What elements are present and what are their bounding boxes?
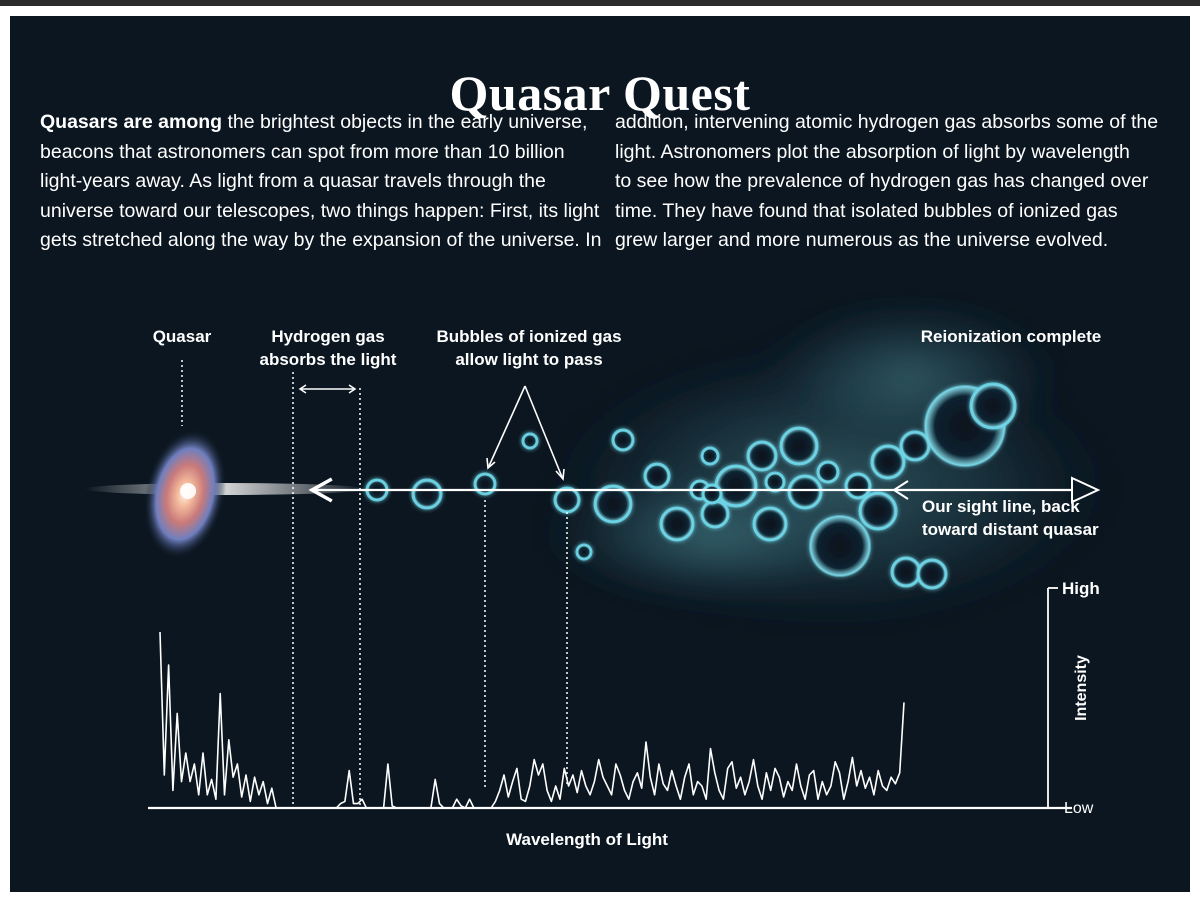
bubble xyxy=(899,430,931,462)
bubble xyxy=(575,543,593,561)
bubble xyxy=(701,483,723,505)
bubbles-label-line1: Bubbles of ionized gas xyxy=(436,327,621,346)
intro-left-line-5: gets stretched along the way by the expa… xyxy=(40,229,602,251)
intro-left-line-1: Quasars are among the brightest objects … xyxy=(40,108,600,138)
bubble xyxy=(809,515,871,577)
infographic-panel: Quasar Hydrogen gas absorbs the light Bu… xyxy=(10,16,1190,892)
page-title: Quasar Quest xyxy=(449,64,751,121)
bubble xyxy=(870,444,906,480)
bubble xyxy=(764,471,786,493)
quasar-label: Quasar xyxy=(153,327,212,346)
y-axis-label: Intensity xyxy=(1073,655,1090,721)
intro-column-left: Quasars are among the brightest objects … xyxy=(40,108,602,256)
bubble xyxy=(858,491,898,531)
intro-left-line-1-rest: the brightest objects in the early unive… xyxy=(222,111,588,133)
top-border xyxy=(0,0,1200,6)
sightline-label-line1: Our sight line, back xyxy=(922,497,1080,516)
bubbles-label-line2: allow light to pass xyxy=(455,350,602,369)
x-axis-label: Wavelength of Light xyxy=(506,830,668,849)
bubble xyxy=(844,472,872,500)
bubble xyxy=(611,428,635,452)
y-bottom-label: Low xyxy=(1064,800,1094,817)
intro-left-line-3: light-years away. As light from a quasar… xyxy=(40,170,546,192)
bubble xyxy=(553,486,581,514)
intro-right-line-5: grew larger and more numerous as the uni… xyxy=(615,229,1109,251)
guide-lines xyxy=(181,360,568,806)
intro-right-line-1: addition, intervening atomic hydrogen ga… xyxy=(615,111,1159,133)
bubble xyxy=(890,556,922,588)
bubble xyxy=(969,382,1017,430)
bubble xyxy=(787,474,823,510)
bubble xyxy=(700,499,730,529)
bubble xyxy=(714,464,758,508)
bubble xyxy=(659,506,695,542)
spectrum-chart: High Low Intensity Wavelength of Light xyxy=(148,579,1100,849)
bubble xyxy=(593,484,633,524)
bubble xyxy=(779,426,819,466)
sightline-label-line2: toward distant quasar xyxy=(922,520,1099,539)
spectrum-line xyxy=(159,631,905,809)
bubble xyxy=(816,460,840,484)
sight-line xyxy=(308,476,1101,504)
bubble xyxy=(411,478,443,510)
diagram: Quasar Hydrogen gas absorbs the light Bu… xyxy=(85,296,1130,849)
bubble xyxy=(916,558,948,590)
intro-left-line-2: beacons that astronomers can spot from m… xyxy=(40,140,565,163)
quasar-galaxy xyxy=(85,428,365,560)
intensity-axis xyxy=(1047,587,1058,809)
intro-right-line-4: time. They have found that isolated bubb… xyxy=(615,199,1118,222)
y-top-label: High xyxy=(1062,579,1100,598)
bubble xyxy=(700,446,720,466)
hydrogen-label-line1: Hydrogen gas xyxy=(271,327,384,346)
intro-column-right: addition, intervening atomic hydrogen ga… xyxy=(615,108,1175,256)
intro-lead: Quasars are among xyxy=(40,111,223,133)
bubble xyxy=(643,462,671,490)
bubble xyxy=(752,506,788,542)
intro-right-line-3: to see how the prevalence of hydrogen ga… xyxy=(615,170,1149,192)
bubble xyxy=(746,440,778,472)
intro-left-line-4: universe toward our telescopes, two thin… xyxy=(40,199,600,222)
reionization-label: Reionization complete xyxy=(921,327,1101,346)
intro-right-line-2: light. Astronomers plot the absorption o… xyxy=(615,140,1130,163)
hydrogen-label-line2: absorbs the light xyxy=(260,350,397,369)
hydrogen-span-arrow xyxy=(298,384,357,394)
bubble xyxy=(521,432,539,450)
bubble-pointers xyxy=(486,385,565,481)
